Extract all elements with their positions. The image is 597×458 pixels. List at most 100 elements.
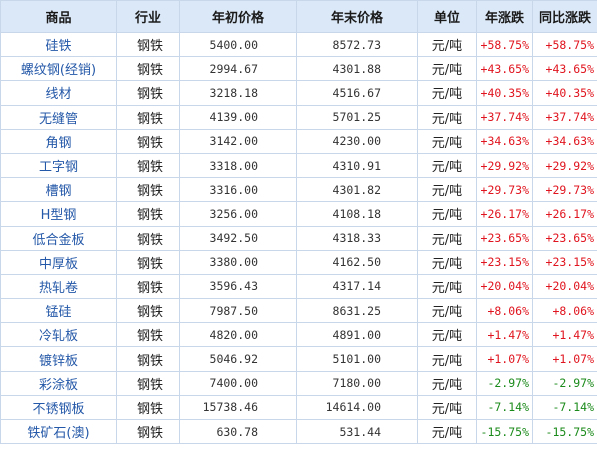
end-price-cell: 14614.00	[296, 394, 418, 421]
commodity-name-link[interactable]: 线材	[0, 80, 117, 106]
start-price-cell: 3492.50	[179, 225, 297, 251]
commodity-name-link[interactable]: 中厚板	[0, 249, 117, 275]
commodity-name-link[interactable]: 锰硅	[0, 298, 117, 324]
commodity-name-link[interactable]: 低合金板	[0, 225, 117, 251]
industry-cell: 钢铁	[116, 346, 180, 372]
header-yoy-change[interactable]: 同比涨跌	[532, 0, 597, 33]
yoy-change-cell: +1.07%	[532, 346, 597, 372]
table-row: 槽钢 钢铁 3316.00 4301.82 元/吨 +29.73% +29.73%	[0, 177, 597, 203]
end-price-cell: 531.44	[296, 418, 418, 445]
end-price-cell: 4318.33	[296, 225, 418, 251]
header-start-price[interactable]: 年初价格	[179, 0, 297, 33]
table-row: 中厚板 钢铁 3380.00 4162.50 元/吨 +23.15% +23.15%	[0, 249, 597, 275]
unit-cell: 元/吨	[417, 298, 477, 324]
start-price-cell: 15738.46	[179, 394, 297, 421]
yoy-change-cell: +34.63%	[532, 128, 597, 154]
industry-cell: 钢铁	[116, 104, 180, 130]
yoy-change-cell: -15.75%	[532, 418, 597, 445]
header-industry[interactable]: 行业	[116, 0, 180, 33]
header-annual-change[interactable]: 年涨跌	[476, 0, 533, 33]
commodity-name-link[interactable]: 角钢	[0, 128, 117, 154]
table-header-row: 商品 行业 年初价格 年末价格 单位 年涨跌 同比涨跌	[0, 0, 597, 33]
end-price-cell: 4230.00	[296, 128, 418, 154]
commodity-name-link[interactable]: 槽钢	[0, 177, 117, 203]
end-price-cell: 7180.00	[296, 370, 418, 396]
yoy-change-cell: +20.04%	[532, 273, 597, 300]
yoy-change-cell: +1.47%	[532, 322, 597, 348]
header-unit[interactable]: 单位	[417, 0, 477, 33]
commodity-name-link[interactable]: 螺纹钢(经销)	[0, 56, 117, 82]
price-change-table: 商品 行业 年初价格 年末价格 单位 年涨跌 同比涨跌 硅铁 钢铁 5400.00 8…	[0, 0, 597, 445]
commodity-name-link[interactable]: H型钢	[0, 201, 117, 227]
commodity-name-link[interactable]: 镀锌板	[0, 346, 117, 372]
header-end-price[interactable]: 年末价格	[296, 0, 418, 33]
unit-cell: 元/吨	[417, 418, 477, 445]
yoy-change-cell: -2.97%	[532, 370, 597, 396]
commodity-name-link[interactable]: 无缝管	[0, 104, 117, 130]
unit-cell: 元/吨	[417, 80, 477, 106]
end-price-cell: 4301.82	[296, 177, 418, 203]
annual-change-cell: +43.65%	[476, 56, 533, 82]
annual-change-cell: +40.35%	[476, 80, 533, 106]
start-price-cell: 3218.18	[179, 80, 297, 106]
unit-cell: 元/吨	[417, 249, 477, 275]
table-row: 硅铁 钢铁 5400.00 8572.73 元/吨 +58.75% +58.75%	[0, 31, 597, 58]
table-row: 螺纹钢(经销) 钢铁 2994.67 4301.88 元/吨 +43.65% +43.65%	[0, 56, 597, 82]
end-price-cell: 5101.00	[296, 346, 418, 372]
yoy-change-cell: +40.35%	[532, 80, 597, 106]
yoy-change-cell: +29.73%	[532, 177, 597, 203]
commodity-name-link[interactable]: 彩涂板	[0, 370, 117, 396]
commodity-name-link[interactable]: 热轧卷	[0, 273, 117, 300]
start-price-cell: 4820.00	[179, 322, 297, 348]
commodity-name-link[interactable]: 硅铁	[0, 31, 117, 58]
start-price-cell: 4139.00	[179, 104, 297, 130]
industry-cell: 钢铁	[116, 56, 180, 82]
annual-change-cell: +29.92%	[476, 152, 533, 179]
annual-change-cell: +37.74%	[476, 104, 533, 130]
industry-cell: 钢铁	[116, 31, 180, 58]
start-price-cell: 3142.00	[179, 128, 297, 154]
end-price-cell: 4891.00	[296, 322, 418, 348]
commodity-name-link[interactable]: 冷轧板	[0, 322, 117, 348]
annual-change-cell: +23.65%	[476, 225, 533, 251]
table-row: H型钢 钢铁 3256.00 4108.18 元/吨 +26.17% +26.17%	[0, 201, 597, 227]
annual-change-cell: -7.14%	[476, 394, 533, 421]
start-price-cell: 7400.00	[179, 370, 297, 396]
industry-cell: 钢铁	[116, 322, 180, 348]
unit-cell: 元/吨	[417, 370, 477, 396]
end-price-cell: 4162.50	[296, 249, 418, 275]
end-price-cell: 4108.18	[296, 201, 418, 227]
unit-cell: 元/吨	[417, 346, 477, 372]
annual-change-cell: +8.06%	[476, 298, 533, 324]
unit-cell: 元/吨	[417, 225, 477, 251]
table-row: 铁矿石(澳) 钢铁 630.78 531.44 元/吨 -15.75% -15.75%	[0, 418, 597, 445]
table-row: 冷轧板 钢铁 4820.00 4891.00 元/吨 +1.47% +1.47%	[0, 322, 597, 348]
industry-cell: 钢铁	[116, 394, 180, 421]
header-name[interactable]: 商品	[0, 0, 117, 33]
end-price-cell: 4516.67	[296, 80, 418, 106]
industry-cell: 钢铁	[116, 298, 180, 324]
start-price-cell: 3318.00	[179, 152, 297, 179]
start-price-cell: 3596.43	[179, 273, 297, 300]
table-row: 锰硅 钢铁 7987.50 8631.25 元/吨 +8.06% +8.06%	[0, 298, 597, 324]
annual-change-cell: +26.17%	[476, 201, 533, 227]
yoy-change-cell: +23.65%	[532, 225, 597, 251]
end-price-cell: 8572.73	[296, 31, 418, 58]
commodity-name-link[interactable]: 工字钢	[0, 152, 117, 179]
annual-change-cell: +34.63%	[476, 128, 533, 154]
table-row: 彩涂板 钢铁 7400.00 7180.00 元/吨 -2.97% -2.97%	[0, 370, 597, 396]
start-price-cell: 3316.00	[179, 177, 297, 203]
yoy-change-cell: +8.06%	[532, 298, 597, 324]
table-row: 线材 钢铁 3218.18 4516.67 元/吨 +40.35% +40.35%	[0, 80, 597, 106]
unit-cell: 元/吨	[417, 273, 477, 300]
unit-cell: 元/吨	[417, 31, 477, 58]
start-price-cell: 5400.00	[179, 31, 297, 58]
annual-change-cell: +58.75%	[476, 31, 533, 58]
commodity-name-link[interactable]: 不锈钢板	[0, 394, 117, 421]
table-row: 热轧卷 钢铁 3596.43 4317.14 元/吨 +20.04% +20.04%	[0, 273, 597, 300]
commodity-name-link[interactable]: 铁矿石(澳)	[0, 418, 117, 445]
start-price-cell: 7987.50	[179, 298, 297, 324]
annual-change-cell: +1.47%	[476, 322, 533, 348]
table-row: 低合金板 钢铁 3492.50 4318.33 元/吨 +23.65% +23.65%	[0, 225, 597, 251]
end-price-cell: 4301.88	[296, 56, 418, 82]
